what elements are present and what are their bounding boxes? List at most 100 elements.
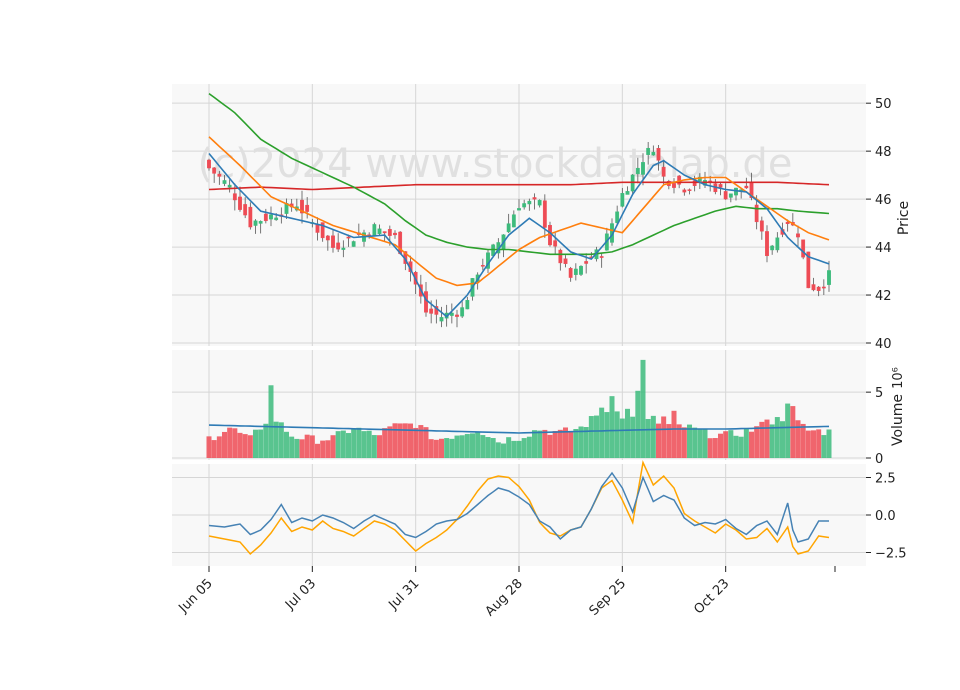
volume-bar bbox=[299, 439, 305, 458]
volume-bar bbox=[444, 438, 450, 458]
candle-down bbox=[682, 189, 687, 193]
volume-bar bbox=[697, 429, 703, 458]
price-y-tick-label: 44 bbox=[875, 241, 892, 256]
x-tick-label: Jul 03 bbox=[282, 576, 319, 613]
volume-bar bbox=[609, 396, 615, 458]
candle-up bbox=[258, 221, 263, 224]
candle-down bbox=[248, 206, 253, 228]
volume-bar bbox=[247, 435, 253, 458]
volume-bar bbox=[495, 442, 501, 458]
candle-up bbox=[573, 268, 578, 275]
volume-bar bbox=[614, 411, 620, 458]
volume-bar bbox=[816, 429, 822, 458]
volume-bar bbox=[625, 408, 630, 458]
volume-bar bbox=[692, 427, 698, 458]
volume-bar bbox=[702, 428, 708, 458]
candle-up bbox=[511, 214, 516, 228]
candle-up bbox=[465, 300, 470, 310]
volume-bar bbox=[222, 431, 227, 458]
candle-down bbox=[382, 231, 387, 234]
candle-down bbox=[393, 232, 397, 236]
volume-bar bbox=[325, 440, 331, 458]
candle-down bbox=[263, 213, 268, 222]
volume-bar bbox=[599, 407, 605, 458]
volume-bar bbox=[630, 416, 636, 458]
candle-down bbox=[568, 268, 573, 278]
volume-bar bbox=[557, 429, 563, 458]
volume-bar bbox=[785, 403, 791, 458]
volume-bar bbox=[578, 426, 584, 458]
volume-bar bbox=[273, 421, 279, 458]
candle-up bbox=[517, 208, 521, 211]
candle-up bbox=[377, 228, 382, 235]
volume-bar bbox=[712, 438, 718, 458]
volume-y-tick-label: 0 bbox=[875, 452, 883, 467]
volume-bar bbox=[826, 429, 832, 458]
volume-ma-line bbox=[208, 424, 830, 434]
volume-bar bbox=[470, 433, 475, 458]
volume-bar bbox=[588, 416, 594, 458]
candle-down bbox=[584, 261, 589, 264]
volume-bar bbox=[335, 431, 341, 458]
volume-bar bbox=[650, 415, 656, 458]
volume-bar bbox=[583, 427, 589, 458]
candle-down bbox=[424, 291, 428, 313]
candle-up bbox=[351, 241, 356, 247]
candle-up bbox=[770, 245, 775, 251]
candle-down bbox=[325, 235, 330, 241]
volume-bar bbox=[320, 440, 326, 458]
oscillator-line-2 bbox=[208, 459, 830, 556]
volume-bar bbox=[289, 436, 295, 458]
volume-bar bbox=[366, 430, 372, 458]
candle-down bbox=[238, 196, 242, 210]
x-tick-label: Oct 23 bbox=[691, 576, 732, 617]
volume-bar bbox=[506, 437, 512, 458]
volume-bar bbox=[206, 436, 212, 458]
volume-bar bbox=[604, 412, 610, 458]
volume-bar bbox=[676, 424, 682, 458]
volume-bar bbox=[568, 431, 574, 458]
candle-down bbox=[656, 148, 661, 161]
candle-down bbox=[331, 235, 335, 248]
volume-bar bbox=[418, 425, 424, 458]
volume-bar bbox=[619, 418, 625, 458]
volume-bar bbox=[253, 429, 258, 458]
volume-bar bbox=[356, 427, 362, 458]
candle-down bbox=[542, 200, 547, 228]
volume-bar bbox=[216, 436, 222, 458]
volume-bar bbox=[387, 426, 393, 458]
candle-up bbox=[625, 191, 630, 195]
candle-down bbox=[821, 286, 826, 289]
candle-up bbox=[635, 167, 640, 175]
volume-bar bbox=[532, 430, 537, 458]
candle-up bbox=[728, 193, 733, 198]
volume-bar bbox=[743, 429, 749, 458]
volume-bar bbox=[237, 432, 243, 458]
candle-down bbox=[723, 191, 728, 200]
volume-bar bbox=[800, 423, 806, 458]
price-axis-title: Price bbox=[896, 201, 912, 235]
volume-bar bbox=[346, 433, 351, 458]
volume-bar bbox=[640, 359, 646, 458]
volume-bar bbox=[501, 443, 506, 458]
candle-down bbox=[811, 284, 816, 291]
candle-up bbox=[615, 211, 620, 223]
volume-bars bbox=[206, 359, 832, 458]
candle-down bbox=[765, 231, 769, 257]
candle-down bbox=[796, 233, 800, 238]
candle-up bbox=[460, 307, 465, 317]
candle-up bbox=[439, 317, 444, 322]
candle-down bbox=[801, 239, 806, 258]
price-y-tick-label: 46 bbox=[875, 193, 892, 208]
candle-up bbox=[269, 214, 273, 220]
oscillator-y-tick-label: −2.5 bbox=[875, 547, 907, 562]
volume-bar bbox=[309, 435, 315, 458]
candle-down bbox=[718, 184, 723, 188]
ma-mid-line bbox=[208, 136, 830, 287]
volume-bar bbox=[304, 434, 310, 458]
candle-down bbox=[320, 222, 325, 239]
volume-bar bbox=[769, 424, 775, 458]
x-tick-label: Aug 28 bbox=[483, 576, 526, 619]
volume-bar bbox=[480, 435, 486, 458]
